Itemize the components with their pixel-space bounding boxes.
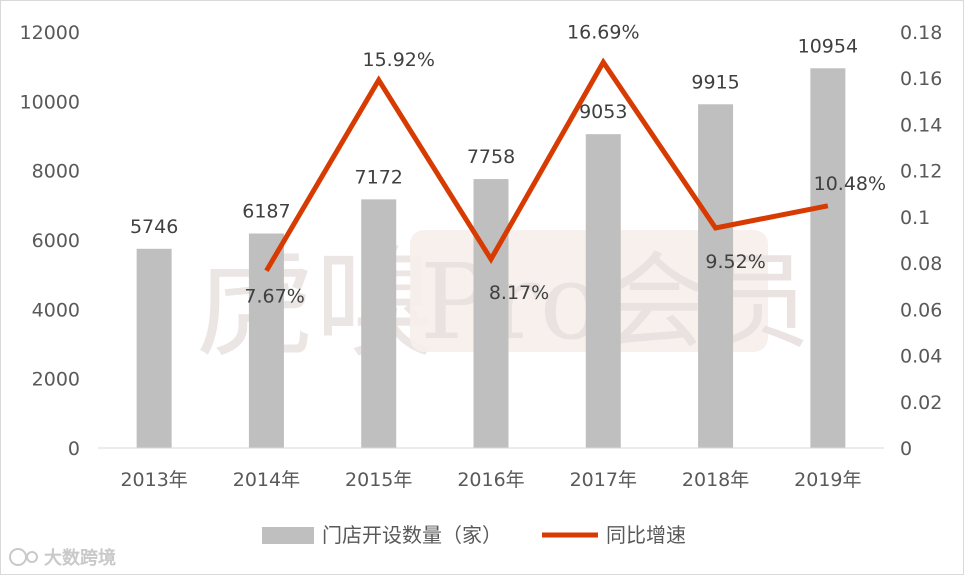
right-axis-tick-label: 0.06 — [900, 299, 942, 321]
bar-value-label: 6187 — [242, 201, 290, 223]
bar-2014年 — [248, 233, 284, 448]
right-axis-tick-label: 0.18 — [900, 22, 942, 44]
growth-rate-label: 7.67% — [244, 286, 304, 308]
bar-2018年 — [698, 104, 734, 448]
bars-layer — [136, 68, 846, 449]
line-labels-layer: 7.67% 15.92% 8.17% 16.69% 9.52% 10.48% — [244, 21, 886, 307]
right-axis-tick-label: 0.08 — [900, 253, 942, 275]
corner-watermark-text: 大数跨境 — [44, 547, 116, 569]
right-axis-tick-label: 0.14 — [900, 114, 942, 136]
bar-value-label: 5746 — [130, 216, 178, 238]
x-axis-tick-label: 2013年 — [120, 469, 187, 491]
bar-2016年 — [473, 179, 509, 448]
right-axis-tick-label: 0.04 — [900, 346, 942, 368]
line-layer — [264, 57, 829, 273]
growth-rate-label: 10.48% — [814, 173, 886, 195]
bar-value-label: 7758 — [467, 146, 515, 168]
x-axis-tick-label: 2017年 — [570, 469, 637, 491]
legend-bar-label: 门店开设数量（家） — [322, 523, 502, 547]
corner-logo-icon-dot — [26, 551, 38, 563]
x-axis-tick-label: 2015年 — [345, 469, 412, 491]
left-axis-tick-label: 12000 — [20, 22, 80, 44]
legend-bar-swatch — [262, 527, 314, 544]
left-axis-tick-label: 4000 — [32, 299, 80, 321]
growth-rate-label: 8.17% — [489, 282, 549, 304]
growth-rate-label: 15.92% — [362, 49, 434, 71]
bar-2017年 — [585, 134, 621, 449]
right-axis: 0 0.02 0.04 0.06 0.08 0.1 0.12 0.14 0.16 0.18 — [900, 22, 942, 460]
legend-line-label: 同比增速 — [606, 523, 686, 547]
left-axis-tick-label: 10000 — [20, 91, 80, 113]
x-axis-tick-label: 2014年 — [233, 469, 300, 491]
bar-value-label: 7172 — [355, 166, 403, 188]
bar-value-label: 10954 — [798, 35, 858, 57]
x-axis-tick-label: 2019年 — [794, 469, 861, 491]
right-axis-tick-label: 0.02 — [900, 392, 942, 414]
growth-rate-line — [264, 57, 829, 273]
right-axis-tick-label: 0.16 — [900, 68, 942, 90]
right-axis-tick-label: 0 — [900, 438, 912, 460]
corner-watermark: 大数跨境 — [9, 547, 116, 569]
bar-value-label: 9915 — [691, 71, 739, 93]
x-axis-tick-label: 2016年 — [457, 469, 524, 491]
right-axis-tick-label: 0.1 — [900, 207, 930, 229]
legend: 门店开设数量（家） 同比增速 — [262, 523, 686, 547]
bar-labels-layer: 5746 6187 7172 7758 9053 9915 10954 — [130, 35, 858, 238]
left-axis: 0 2000 4000 6000 8000 10000 12000 — [20, 22, 80, 460]
growth-rate-label: 16.69% — [567, 21, 639, 43]
watermark-huxiu: 虎嗅 — [195, 235, 435, 374]
bar-2013年 — [136, 248, 172, 448]
bar-value-label: 9053 — [579, 101, 627, 123]
left-axis-tick-label: 0 — [68, 438, 80, 460]
left-axis-tick-label: 6000 — [32, 230, 80, 252]
bar-2019年 — [810, 68, 846, 449]
left-axis-tick-label: 2000 — [32, 369, 80, 391]
bar-2015年 — [361, 199, 397, 448]
corner-logo-icon — [9, 548, 27, 566]
x-axis: 2013年 2014年 2015年 2016年 2017年 2018年 2019年 — [120, 469, 861, 491]
growth-rate-label: 9.52% — [705, 251, 765, 273]
right-axis-tick-label: 0.12 — [900, 161, 942, 183]
x-axis-tick-label: 2018年 — [682, 469, 749, 491]
left-axis-tick-label: 8000 — [32, 161, 80, 183]
